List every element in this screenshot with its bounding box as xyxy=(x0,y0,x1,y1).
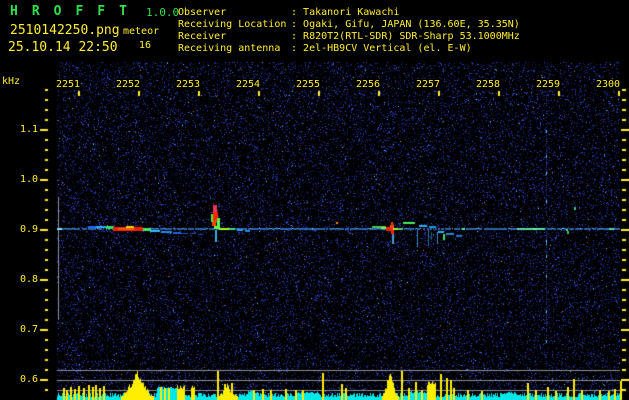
time-tick-label: 2252 xyxy=(115,79,141,90)
time-tick-label: 2254 xyxy=(235,79,261,90)
field-label: Receiving Location xyxy=(178,19,287,30)
field-value: R820T2(RTL-SDR) SDR-Sharp 53.1000MHz xyxy=(303,31,520,42)
field-separator: : xyxy=(291,7,304,18)
time-tick-label: 2251 xyxy=(55,79,81,90)
app-title: HROFFT xyxy=(10,4,141,19)
datetime-label: 25.10.14 22:50 xyxy=(8,40,118,55)
time-tick-label: 2255 xyxy=(295,79,321,90)
header-field-row: Receiving Location: Ogaki, Gifu, JAPAN (… xyxy=(178,19,520,30)
freq-unit-label: kHz xyxy=(2,76,21,87)
time-tick-label: 2257 xyxy=(415,79,441,90)
output-filename: 2510142250.png xyxy=(10,23,120,38)
freq-tick-label: 0.6 xyxy=(19,374,38,385)
header-field-row: Observer: Takanori Kawachi xyxy=(178,7,399,18)
echo-count: 16 xyxy=(139,40,152,51)
time-tick-label: 2253 xyxy=(175,79,201,90)
field-separator: : xyxy=(291,19,304,30)
freq-tick-label: 0.8 xyxy=(19,274,38,285)
header-field-row: Receiver: R820T2(RTL-SDR) SDR-Sharp 53.1… xyxy=(178,31,520,42)
freq-tick-label: 1.0 xyxy=(19,174,38,185)
app-version: 1.0.0 xyxy=(146,6,180,19)
mode-label: meteor xyxy=(123,26,160,37)
field-value: 2el-HB9CV Vertical (el. E-W) xyxy=(303,43,472,54)
field-label: Receiving antenna xyxy=(178,43,281,54)
field-label: Receiver xyxy=(178,31,227,42)
freq-tick-label: 1.1 xyxy=(19,124,38,135)
time-tick-label: 2300 xyxy=(595,79,621,90)
freq-tick-label: 0.7 xyxy=(19,324,38,335)
time-tick-label: 2256 xyxy=(355,79,381,90)
field-value: Ogaki, Gifu, JAPAN (136.60E, 35.35N) xyxy=(303,19,520,30)
field-separator: : xyxy=(291,43,304,54)
freq-tick-label: 0.9 xyxy=(19,224,38,235)
time-tick-label: 2258 xyxy=(475,79,501,90)
field-label: Observer xyxy=(178,7,227,18)
header-field-row: Receiving antenna: 2el-HB9CV Vertical (e… xyxy=(178,43,472,54)
field-separator: : xyxy=(291,31,304,42)
field-value: Takanori Kawachi xyxy=(303,7,400,18)
time-tick-label: 2259 xyxy=(535,79,561,90)
